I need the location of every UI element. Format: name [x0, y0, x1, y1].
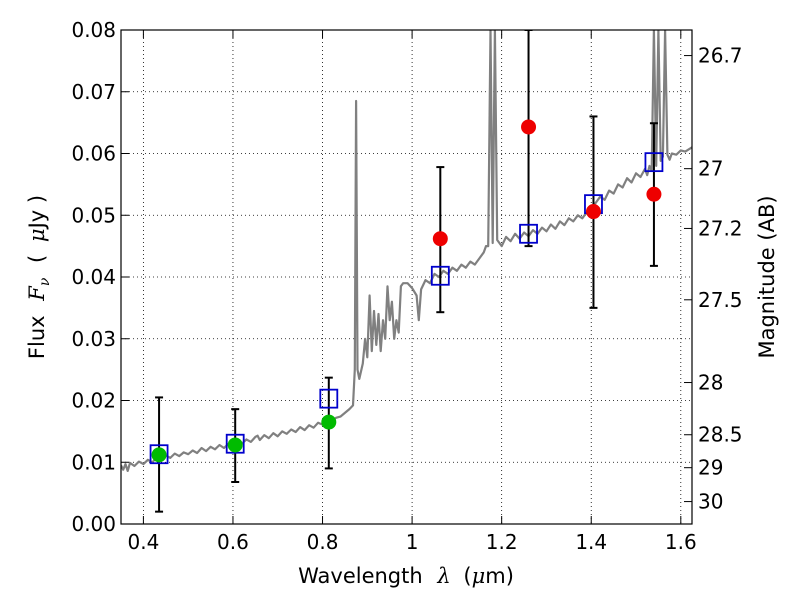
y-tick-label: 0.02 [71, 389, 116, 413]
y-tick-label: 0.03 [71, 327, 116, 351]
x-tick-label: 1 [406, 530, 419, 554]
detection-point [321, 414, 337, 430]
y-tick-label: 0.07 [71, 80, 116, 104]
y-tick-label: 0.08 [71, 18, 116, 42]
x-axis-title-prefix: Wavelength [298, 564, 423, 588]
detection-point [227, 437, 243, 453]
y-tick-label: 0.06 [71, 142, 116, 166]
measurement-point [585, 204, 601, 220]
y2-tick-label: 27 [698, 157, 723, 181]
x-axis-unit-mu: μ [472, 564, 486, 588]
model-photometry-square [644, 152, 664, 173]
axis-ticks [121, 29, 692, 525]
y-axis-unit-rest: Jy ) [25, 195, 49, 231]
y2-axis-title: Magnitude (AB) [755, 195, 779, 358]
measurement-point [432, 231, 448, 247]
y2-tick-label: 28.5 [698, 423, 743, 447]
model-photometry-square [149, 444, 169, 465]
model-photometry-square [519, 223, 538, 244]
y-tick-label: 0.00 [71, 512, 116, 536]
measurement-point [646, 186, 662, 202]
x-axis-title: Wavelength λ (μm) [298, 564, 514, 588]
y-axis-title: Flux Fν ( μJy ) [25, 195, 54, 359]
y-axis-title-prefix: Flux [25, 315, 49, 359]
spectrum-line [121, 30, 692, 472]
y-tick-label: 0.01 [71, 450, 116, 474]
y2-tick-label: 30 [698, 490, 723, 514]
y2-tick-label: 27.2 [698, 216, 743, 240]
y-axis-unit-mu: μ [25, 228, 49, 242]
y-tick-label: 0.05 [71, 203, 116, 227]
x-tick-label: 0.8 [307, 530, 339, 554]
x-tick-label: 0.6 [217, 530, 249, 554]
plot-background [121, 30, 692, 524]
tick-labels: 0.4 0.6 0.8 1 1.2 1.4 1.6 0.00 0.01 0.02 0.03 0.04 0… [71, 18, 742, 554]
y2-tick-label: 26.7 [698, 44, 743, 68]
model-photometry-square [430, 265, 450, 286]
x-axis-unit-rest: m) [485, 564, 514, 588]
y-axis-unit-open: ( [25, 255, 49, 263]
x-axis-symbol: λ [436, 564, 450, 588]
y2-tick-label: 29 [698, 456, 723, 480]
y-axis-subscript: ν [37, 277, 53, 286]
x-axis-unit-open: ( [463, 564, 471, 588]
x-tick-label: 1.4 [575, 530, 607, 554]
measurement-point [521, 119, 537, 135]
y2-tick-label: 28 [698, 371, 723, 395]
y-tick-label: 0.04 [71, 265, 116, 289]
model-photometry-square [319, 388, 339, 409]
model-photometry-square [225, 433, 245, 454]
plot-area [121, 30, 692, 513]
y2-tick-label: 27.5 [698, 288, 743, 312]
x-tick-label: 1.2 [486, 530, 518, 554]
x-tick-label: 0.4 [127, 530, 159, 554]
y-axis-symbol: F [25, 285, 49, 302]
detection-point [151, 447, 167, 463]
x-tick-label: 1.6 [665, 530, 697, 554]
